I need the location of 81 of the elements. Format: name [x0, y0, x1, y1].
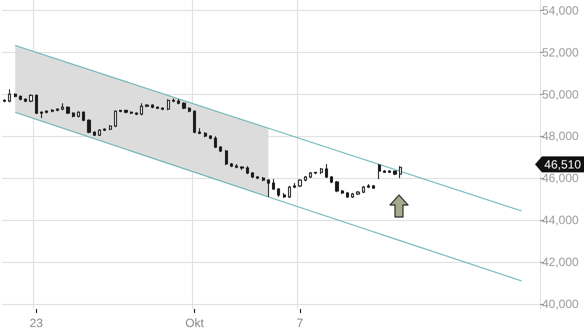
candlestick — [341, 190, 344, 194]
candlestick — [393, 170, 397, 176]
candlestick — [225, 149, 228, 166]
candlestick — [209, 134, 212, 140]
candlestick — [151, 104, 154, 109]
candlestick — [8, 88, 11, 103]
candlestick — [204, 132, 207, 138]
candlestick — [182, 102, 186, 110]
y-tick-label: 50,000 — [542, 87, 580, 102]
candlestick — [114, 110, 117, 128]
candlestick — [335, 180, 339, 193]
candlestick — [24, 98, 27, 103]
candlestick — [219, 146, 222, 153]
candlestick — [367, 184, 370, 189]
candlestick — [230, 162, 233, 168]
candlestick — [66, 106, 70, 115]
candlestick — [383, 170, 386, 174]
candlestick — [351, 192, 354, 198]
candlestick — [325, 164, 328, 179]
candlestick — [29, 94, 33, 103]
candlestick — [346, 192, 349, 198]
y-tick-label: 48,000 — [542, 129, 580, 144]
candlestick — [87, 118, 91, 134]
candlestick — [214, 136, 217, 149]
candlestick — [193, 110, 196, 134]
y-tick-label: 40,000 — [542, 296, 580, 311]
candlestick — [256, 175, 259, 180]
candlestick — [262, 176, 265, 182]
candlestick — [288, 186, 291, 198]
candlestick — [235, 164, 238, 169]
candlestick — [309, 171, 312, 179]
candlestick — [330, 175, 333, 184]
candlestick — [320, 168, 323, 175]
candlestick — [135, 112, 138, 116]
candlestick — [356, 190, 360, 196]
candlestick — [82, 110, 85, 122]
y-tick-label: 52,000 — [542, 45, 580, 60]
candlestick — [14, 92, 17, 98]
candlestick — [72, 112, 75, 118]
candlestick — [77, 110, 80, 118]
y-tick-label: 54,000 — [542, 3, 580, 18]
x-tick-label: Okt — [185, 316, 205, 329]
candlestick — [35, 94, 38, 115]
candlestick — [156, 106, 159, 110]
candlestick — [177, 98, 180, 105]
candlestick — [93, 130, 96, 137]
candlestick — [130, 110, 133, 115]
candlestick — [167, 98, 170, 111]
candlestick — [109, 124, 112, 131]
candlestick — [304, 175, 307, 182]
y-tick-label: 44,000 — [542, 212, 580, 227]
candlestick — [240, 166, 244, 171]
x-tick-label: 23 — [30, 316, 44, 329]
candlestick — [293, 182, 296, 189]
candlestick — [251, 171, 254, 179]
candlestick — [272, 178, 275, 191]
candlestick — [246, 166, 249, 175]
candlestick — [188, 106, 191, 113]
x-tick-label: 7 — [296, 316, 304, 329]
candlestick — [140, 102, 143, 116]
candlestick — [161, 106, 164, 111]
text: 46,510 — [544, 157, 582, 172]
candlestick — [277, 188, 280, 198]
candlestick — [198, 128, 201, 135]
candlestick — [98, 128, 101, 137]
candlestick — [61, 102, 64, 111]
y-tick-label: 46,000 — [542, 171, 580, 186]
candlestick — [399, 166, 402, 179]
candlestick — [124, 109, 128, 114]
candlestick — [19, 94, 22, 101]
candlestick — [3, 98, 6, 103]
candlestick — [362, 186, 365, 194]
candlestick — [378, 164, 381, 180]
candlestick — [314, 171, 317, 175]
candlestick — [298, 178, 302, 188]
y-tick-label: 42,000 — [542, 254, 580, 269]
candlestick — [172, 98, 175, 103]
candlestick — [40, 110, 43, 119]
candlestick — [267, 178, 270, 198]
candlestick — [283, 192, 286, 198]
candlestick — [372, 184, 375, 190]
